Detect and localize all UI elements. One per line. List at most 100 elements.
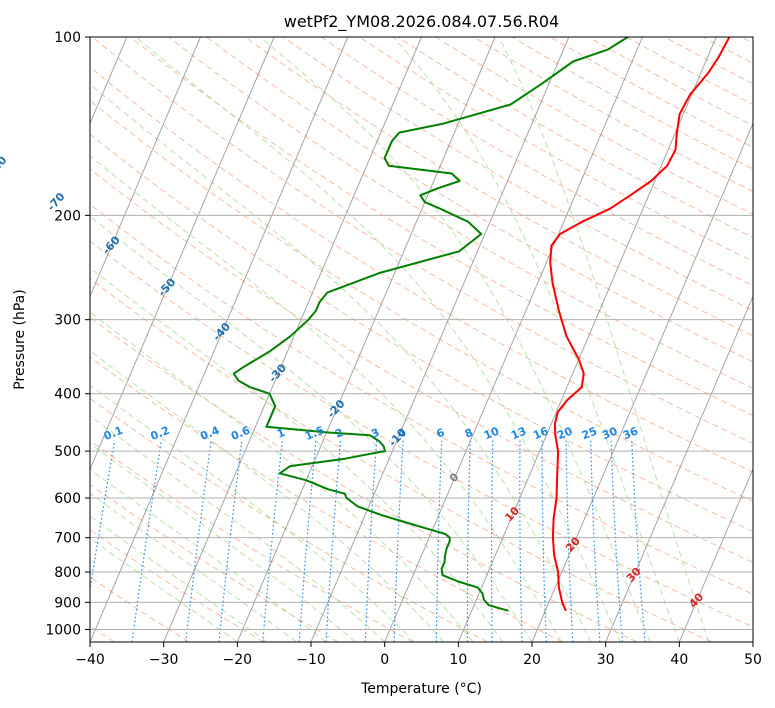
y-tick-label: 200 bbox=[54, 208, 81, 224]
plot-area bbox=[90, 37, 753, 642]
isotherm-line bbox=[90, 37, 201, 298]
isotherm-line bbox=[605, 295, 753, 642]
mixing-ratio-line bbox=[262, 440, 283, 642]
mixing-ratio-label: 20 bbox=[555, 424, 574, 442]
dry-adiabat bbox=[91, 37, 753, 445]
isotherm-line bbox=[384, 37, 643, 642]
mixing-ratio-label: 25 bbox=[580, 424, 599, 442]
mixing-ratio-label: 13 bbox=[509, 424, 528, 442]
moist-adiabat bbox=[90, 492, 297, 642]
y-tick-label: 1000 bbox=[45, 622, 81, 638]
x-tick-label: 30 bbox=[597, 652, 615, 668]
dry-adiabat bbox=[90, 99, 753, 502]
moist-adiabat bbox=[392, 37, 680, 642]
moist-adiabat bbox=[90, 515, 268, 642]
isotherm-line bbox=[678, 467, 753, 642]
isotherm-line bbox=[236, 37, 496, 642]
mixing-ratio-line bbox=[435, 440, 443, 642]
mixing-ratio-line bbox=[565, 440, 574, 642]
temperature-profile bbox=[549, 37, 731, 612]
isotherms bbox=[90, 37, 753, 642]
isotherm-line bbox=[90, 37, 275, 471]
mixing-ratio-label: 16 bbox=[531, 424, 550, 442]
mixing-ratio-label: 3 bbox=[369, 426, 381, 441]
mixing-ratio-label: 2 bbox=[333, 426, 345, 441]
y-tick-label: 900 bbox=[54, 595, 81, 611]
moist-adiabat bbox=[90, 155, 562, 642]
moist-adiabat bbox=[90, 415, 386, 642]
x-tick-label: 10 bbox=[449, 652, 467, 668]
mixing-ratio-line bbox=[298, 440, 317, 642]
y-tick-label: 400 bbox=[54, 387, 81, 403]
mixing-ratio-line bbox=[466, 440, 471, 642]
mixing-ratio-label: 10 bbox=[482, 424, 501, 442]
moist-adiabat bbox=[498, 37, 710, 642]
mixing-ratio-line bbox=[590, 440, 601, 642]
moist-adiabat bbox=[90, 537, 238, 642]
x-tick-label: −40 bbox=[75, 652, 105, 668]
dewpoint-profile bbox=[232, 37, 629, 612]
moist-adiabat bbox=[90, 215, 533, 642]
mixing-ratio-line bbox=[519, 440, 523, 642]
mixing-ratio-label: 30 bbox=[600, 424, 619, 442]
dry-adiabat bbox=[90, 203, 753, 595]
isotherm-label: -80 bbox=[0, 154, 10, 178]
y-tick-label: 600 bbox=[54, 491, 81, 507]
mixing-ratio-line bbox=[131, 440, 162, 642]
mixing-ratio-line bbox=[325, 440, 342, 642]
mixing-ratio-line bbox=[364, 440, 378, 642]
sounding-series bbox=[232, 37, 731, 612]
dry-adiabat bbox=[90, 278, 712, 642]
moist-adiabat bbox=[90, 350, 444, 642]
dry-adiabat bbox=[244, 37, 753, 337]
dry-adiabat bbox=[90, 356, 563, 642]
mixing-ratio-line bbox=[631, 440, 646, 642]
y-tick-label: 700 bbox=[54, 531, 81, 547]
moist-adiabat bbox=[259, 37, 651, 642]
x-axis-ticks: −40 −30 −20 −10 0 10 20 30 40 50 bbox=[75, 642, 762, 668]
y-tick-label: 300 bbox=[54, 313, 81, 329]
y-tick-label: 500 bbox=[54, 444, 81, 460]
x-tick-label: 0 bbox=[380, 652, 389, 668]
mixing-ratio-label: 8 bbox=[463, 426, 475, 441]
dry-adiabat bbox=[90, 316, 638, 642]
moist-adiabat bbox=[135, 37, 621, 642]
dry-adiabat bbox=[282, 37, 753, 312]
mixing-ratio-line bbox=[218, 440, 243, 642]
mixing-ratio-line bbox=[90, 440, 116, 594]
isotherm-line bbox=[90, 37, 349, 642]
moist-adiabat bbox=[90, 468, 327, 642]
dry-adiabat bbox=[90, 529, 264, 642]
dry-adiabat bbox=[90, 483, 339, 642]
x-axis-title: Temperature (°C) bbox=[360, 681, 482, 697]
isotherm-line bbox=[457, 37, 717, 642]
pressure-gridlines bbox=[90, 37, 753, 630]
y-tick-label: 800 bbox=[54, 565, 81, 581]
y-axis-title: Pressure (hPa) bbox=[12, 289, 28, 389]
dry-adiabat bbox=[130, 37, 753, 417]
isotherm-line bbox=[163, 37, 422, 642]
y-tick-label: 100 bbox=[54, 30, 81, 46]
moist-adiabat bbox=[90, 267, 503, 642]
dry-adiabat bbox=[90, 240, 753, 628]
x-tick-label: 40 bbox=[670, 652, 688, 668]
x-tick-label: 20 bbox=[523, 652, 541, 668]
mixing-ratio-line bbox=[185, 440, 212, 642]
isotherm-line bbox=[531, 122, 753, 642]
y-axis-ticks: 100 200 300 400 500 600 700 800 900 1000 bbox=[45, 30, 90, 638]
mixing-ratio-label: 36 bbox=[621, 424, 640, 442]
plot-frame bbox=[89, 36, 754, 643]
mixing-ratio-line bbox=[610, 440, 623, 642]
mixing-ratio-line bbox=[490, 440, 494, 642]
x-tick-label: −30 bbox=[149, 652, 179, 668]
mixing-ratio-line bbox=[541, 440, 547, 642]
dry-adiabat bbox=[90, 133, 753, 533]
mixing-ratio-label: 1 bbox=[275, 426, 287, 441]
x-tick-label: −20 bbox=[223, 652, 253, 668]
isotherm-line bbox=[310, 37, 570, 642]
chart-title: wetPf2_YM08.2026.084.07.56.R04 bbox=[284, 12, 559, 32]
x-tick-label: 50 bbox=[744, 652, 762, 668]
moist-adiabat bbox=[90, 311, 474, 642]
x-tick-label: −10 bbox=[296, 652, 326, 668]
